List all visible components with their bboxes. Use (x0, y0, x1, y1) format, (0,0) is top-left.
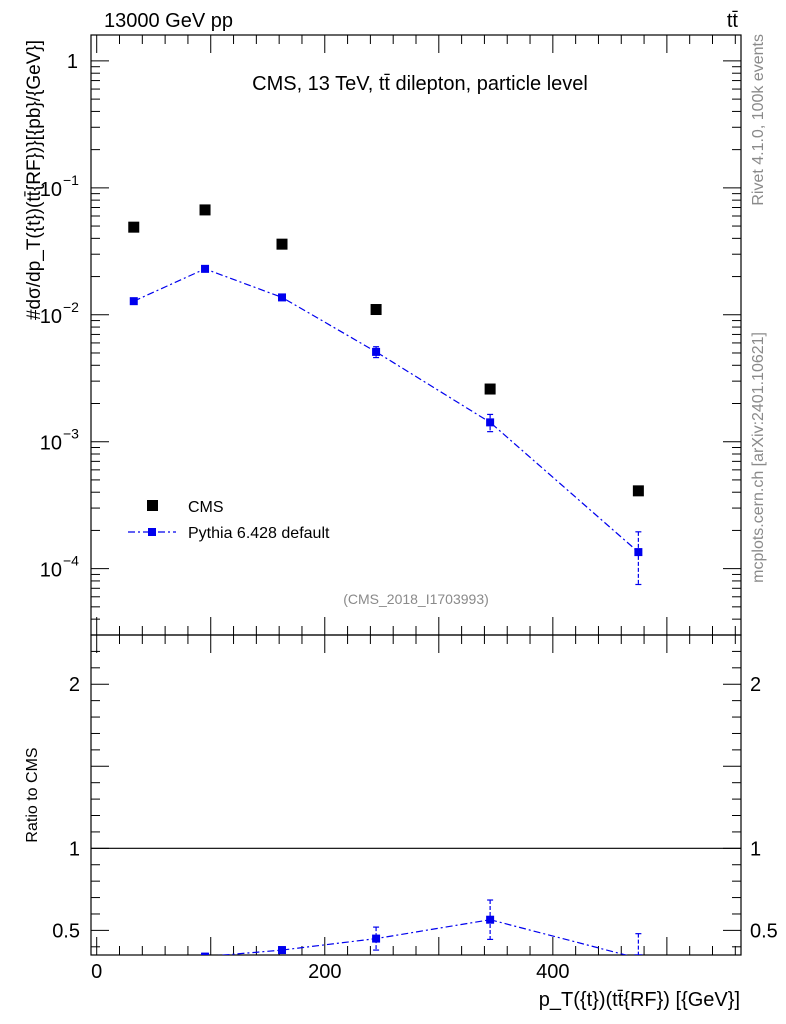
ratio-data-point (130, 966, 138, 974)
mcplots-label: mcplots.cern.ch [arXiv:2401.10621] (750, 332, 767, 583)
main-title: CMS, 13 TeV, tt̄ dilepton, particle leve… (252, 73, 588, 95)
ratio-y-axis-label: Ratio to CMS (24, 747, 41, 842)
ratio-y-tick-label-right: 1 (750, 838, 761, 860)
pythia-line (133, 268, 639, 553)
main-y-tick-label: 10 (40, 306, 62, 328)
ratio-y-tick-label-right: 2 (750, 674, 761, 696)
ratio-data-point (201, 952, 210, 955)
legend-pythia-label: Pythia 6.428 default (188, 525, 330, 542)
ratio-pythia-line (217, 919, 629, 955)
legend-pythia-marker (148, 528, 156, 536)
ratio-axes: 0 200 400 0.5 0.5 1 1 2 2 (52, 635, 778, 983)
ratio-data-point (278, 946, 287, 955)
rivet-label: Rivet 4.1.0, 100k events (750, 34, 767, 206)
main-y-tick-exponent: −3 (63, 426, 79, 442)
ratio-panel-frame (90, 634, 742, 956)
pythia-data-point (278, 293, 287, 302)
cms-data-point (632, 485, 644, 497)
cms-data-point (128, 221, 140, 233)
ratio-data (130, 899, 643, 974)
main-axes: 110−110−210−310−4 (40, 35, 741, 636)
legend: CMS Pythia 6.428 default (128, 499, 330, 542)
ratio-y-tick-label: 2 (69, 674, 80, 696)
header-right: tt̄ (727, 10, 739, 32)
main-y-tick-label: 1 (67, 51, 78, 73)
main-y-tick-exponent: −4 (63, 553, 79, 569)
main-y-tick-exponent: −2 (63, 299, 79, 315)
x-tick-label: 200 (308, 961, 341, 983)
ratio-y-tick-label: 0.5 (52, 920, 80, 942)
pythia-data-point (372, 347, 381, 356)
header-left: 13000 GeV pp (104, 10, 233, 32)
legend-cms-label: CMS (188, 499, 224, 516)
analysis-watermark: (CMS_2018_I1703993) (343, 591, 489, 607)
cms-data-point (276, 238, 288, 250)
cms-data-point (370, 304, 382, 316)
main-y-tick-label: 10 (40, 433, 62, 455)
main-y-tick-label: 10 (40, 179, 62, 201)
main-data (128, 204, 644, 586)
ratio-data-point (486, 915, 495, 924)
pythia-data-point (201, 264, 210, 273)
ratio-y-tick-label-right: 0.5 (750, 920, 778, 942)
main-panel-frame (90, 34, 742, 636)
cms-data-point (199, 204, 211, 216)
cms-data-point (484, 383, 496, 395)
x-tick-label: 400 (536, 961, 569, 983)
pythia-data-point (486, 418, 495, 427)
ratio-y-tick-label: 1 (69, 838, 80, 860)
x-tick-label: 0 (91, 961, 102, 983)
x-axis-label: p_T({t})(tt̄{RF}) [{GeV}] (539, 989, 740, 1011)
pythia-data-point (634, 548, 643, 557)
ratio-data-point (634, 954, 643, 955)
pythia-data-point (129, 297, 138, 306)
ratio-data-point (372, 934, 381, 943)
main-y-tick-label: 10 (40, 560, 62, 582)
legend-cms-marker (147, 500, 158, 511)
ratio-clipped-group (130, 899, 643, 974)
main-y-tick-exponent: −1 (63, 172, 79, 188)
main-y-axis-label: #dσ/dp_T({t})(tt̄{RF})}[{pb}/{GeV}] (24, 40, 45, 320)
